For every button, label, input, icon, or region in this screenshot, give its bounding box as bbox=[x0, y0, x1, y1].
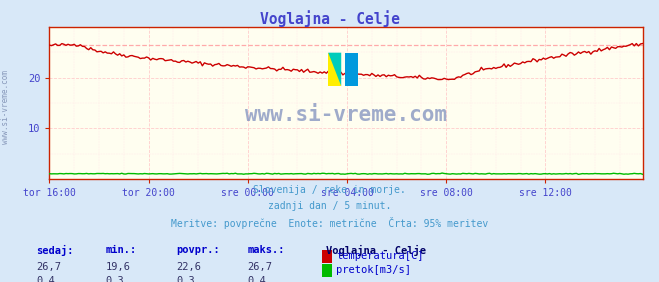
Text: 0,3: 0,3 bbox=[105, 276, 124, 282]
Text: Slovenija / reke in morje.: Slovenija / reke in morje. bbox=[253, 185, 406, 195]
Text: pretok[m3/s]: pretok[m3/s] bbox=[336, 265, 411, 276]
Text: zadnji dan / 5 minut.: zadnji dan / 5 minut. bbox=[268, 201, 391, 211]
Text: 0,3: 0,3 bbox=[177, 276, 195, 282]
Text: 19,6: 19,6 bbox=[105, 262, 130, 272]
Text: sedaj:: sedaj: bbox=[36, 245, 74, 256]
Text: www.si-vreme.com: www.si-vreme.com bbox=[1, 70, 10, 144]
Text: Voglajna - Celje: Voglajna - Celje bbox=[260, 10, 399, 27]
Text: 26,7: 26,7 bbox=[247, 262, 272, 272]
FancyBboxPatch shape bbox=[328, 53, 341, 86]
Text: povpr.:: povpr.: bbox=[177, 245, 220, 255]
Text: 26,7: 26,7 bbox=[36, 262, 61, 272]
Text: Voglajna - Celje: Voglajna - Celje bbox=[326, 245, 426, 256]
Text: Meritve: povprečne  Enote: metrične  Črta: 95% meritev: Meritve: povprečne Enote: metrične Črta:… bbox=[171, 217, 488, 230]
Text: 0,4: 0,4 bbox=[36, 276, 55, 282]
Text: temperatura[C]: temperatura[C] bbox=[336, 251, 424, 261]
Text: 22,6: 22,6 bbox=[177, 262, 202, 272]
Text: www.si-vreme.com: www.si-vreme.com bbox=[245, 105, 447, 125]
Text: min.:: min.: bbox=[105, 245, 136, 255]
FancyBboxPatch shape bbox=[345, 53, 358, 86]
Text: maks.:: maks.: bbox=[247, 245, 285, 255]
Polygon shape bbox=[328, 53, 341, 86]
Text: 0,4: 0,4 bbox=[247, 276, 266, 282]
